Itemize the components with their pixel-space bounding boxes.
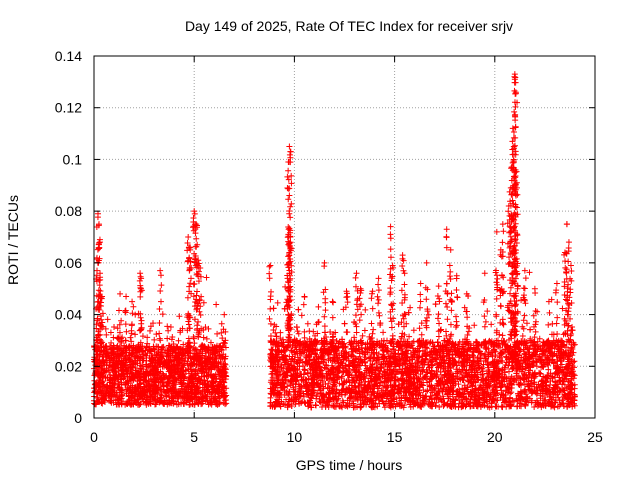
data-point bbox=[471, 322, 478, 329]
data-point bbox=[130, 303, 137, 310]
data-point bbox=[104, 316, 111, 323]
data-point bbox=[155, 379, 162, 386]
data-point bbox=[123, 400, 130, 407]
data-point bbox=[127, 334, 134, 341]
data-point bbox=[176, 313, 183, 320]
data-point bbox=[361, 327, 368, 334]
data-point bbox=[144, 334, 151, 341]
data-point bbox=[362, 306, 369, 313]
data-point bbox=[147, 400, 154, 407]
data-point bbox=[213, 301, 220, 308]
data-points bbox=[91, 71, 578, 411]
chart-title: Day 149 of 2025, Rate Of TEC Index for r… bbox=[185, 18, 513, 34]
data-point bbox=[435, 333, 442, 340]
data-point bbox=[205, 325, 212, 332]
data-point bbox=[119, 373, 126, 380]
data-point bbox=[222, 401, 229, 408]
data-point bbox=[118, 317, 125, 324]
data-point bbox=[203, 335, 210, 342]
data-point bbox=[277, 329, 284, 336]
data-point bbox=[139, 333, 146, 340]
data-point bbox=[110, 399, 117, 406]
data-point bbox=[175, 337, 182, 344]
data-point bbox=[304, 320, 311, 327]
data-point bbox=[523, 320, 530, 327]
data-point bbox=[214, 330, 221, 337]
data-point bbox=[218, 320, 225, 327]
data-point bbox=[219, 343, 226, 350]
data-point bbox=[298, 312, 305, 319]
data-point bbox=[161, 374, 168, 381]
data-point bbox=[321, 323, 328, 330]
data-point bbox=[295, 330, 302, 337]
data-point bbox=[359, 332, 366, 339]
data-point bbox=[164, 323, 171, 330]
data-point bbox=[484, 308, 491, 315]
data-point bbox=[119, 391, 126, 398]
data-point bbox=[184, 360, 191, 367]
data-point bbox=[407, 304, 414, 311]
data-point bbox=[97, 287, 104, 294]
data-point bbox=[325, 380, 332, 387]
data-point bbox=[146, 348, 153, 355]
data-point bbox=[499, 404, 506, 411]
data-point bbox=[222, 344, 229, 351]
data-point bbox=[202, 348, 209, 355]
data-point bbox=[534, 308, 541, 315]
data-point bbox=[132, 331, 139, 338]
data-point bbox=[380, 329, 387, 336]
data-point bbox=[274, 299, 281, 306]
data-point bbox=[151, 346, 158, 353]
data-point bbox=[123, 370, 130, 377]
data-point bbox=[167, 323, 174, 330]
data-point bbox=[114, 325, 121, 332]
data-point bbox=[139, 348, 146, 355]
data-point bbox=[111, 324, 118, 331]
data-point bbox=[150, 320, 157, 327]
data-point bbox=[103, 331, 110, 338]
data-point bbox=[126, 343, 133, 350]
data-point bbox=[203, 274, 210, 281]
data-point bbox=[436, 404, 443, 411]
data-point bbox=[139, 343, 146, 350]
data-point bbox=[369, 305, 376, 312]
data-point bbox=[519, 332, 526, 339]
data-point bbox=[106, 369, 113, 376]
data-point bbox=[159, 311, 166, 318]
data-point bbox=[436, 320, 443, 327]
data-point bbox=[410, 327, 417, 334]
data-point bbox=[134, 396, 141, 403]
data-point bbox=[381, 404, 388, 411]
data-point bbox=[124, 400, 131, 407]
data-point bbox=[488, 321, 495, 328]
data-point bbox=[153, 331, 160, 338]
data-point bbox=[219, 335, 226, 342]
data-point bbox=[132, 311, 139, 318]
data-point bbox=[164, 335, 171, 342]
data-point bbox=[135, 354, 142, 361]
data-point bbox=[146, 327, 153, 334]
data-point bbox=[144, 340, 151, 347]
data-point bbox=[294, 328, 301, 335]
data-point bbox=[200, 334, 207, 341]
data-point bbox=[301, 366, 308, 373]
data-point bbox=[204, 378, 211, 385]
data-point bbox=[218, 329, 225, 336]
data-point bbox=[207, 339, 214, 346]
data-point bbox=[149, 353, 156, 360]
data-point bbox=[165, 327, 172, 334]
data-point bbox=[329, 314, 336, 321]
data-point bbox=[282, 283, 289, 290]
data-point bbox=[151, 336, 158, 343]
